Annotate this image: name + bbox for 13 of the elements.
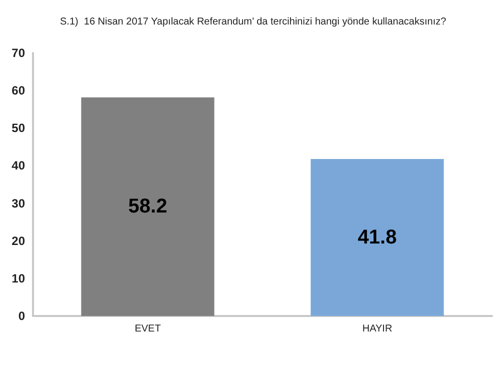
y-tick-label: 70 [12, 46, 26, 60]
y-tick-label: 10 [12, 271, 26, 286]
y-tick-label: 30 [12, 196, 26, 210]
y-tick-label: 60 [12, 84, 26, 98]
y-tick-label: 0 [18, 309, 26, 323]
data-label: 41.8 [358, 226, 397, 248]
data-label: 58.2 [128, 196, 168, 218]
y-tick-label: 50 [12, 121, 26, 136]
y-tick-label: 20 [12, 234, 26, 248]
x-tick-label: HAYIR [362, 324, 392, 334]
chart-title: S.1) 16 Nisan 2017 Yapılacak Referandum’ da tercihinizi hangi yönde kullanacaksınız? [60, 16, 447, 28]
y-tick-label: 40 [12, 158, 26, 173]
x-tick-label: EVET [134, 324, 161, 334]
